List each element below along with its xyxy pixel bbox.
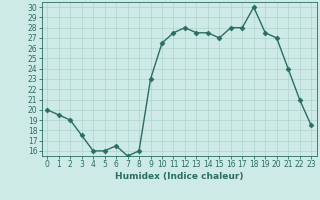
X-axis label: Humidex (Indice chaleur): Humidex (Indice chaleur) xyxy=(115,172,244,181)
